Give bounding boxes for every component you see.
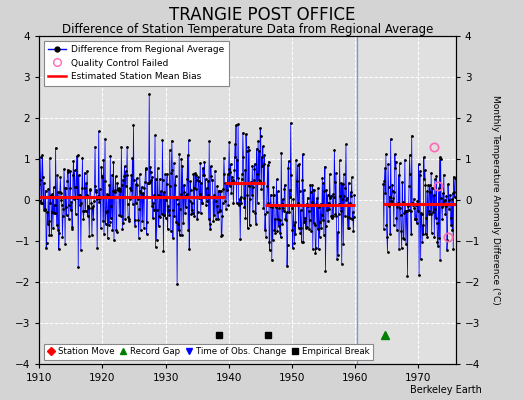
Title: Difference of Station Temperature Data from Regional Average: Difference of Station Temperature Data f… <box>62 23 433 36</box>
Text: Berkeley Earth: Berkeley Earth <box>410 385 482 395</box>
Text: TRANGIE POST OFFICE: TRANGIE POST OFFICE <box>169 6 355 24</box>
Y-axis label: Monthly Temperature Anomaly Difference (°C): Monthly Temperature Anomaly Difference (… <box>492 95 500 305</box>
Legend: Station Move, Record Gap, Time of Obs. Change, Empirical Break: Station Move, Record Gap, Time of Obs. C… <box>43 344 373 360</box>
